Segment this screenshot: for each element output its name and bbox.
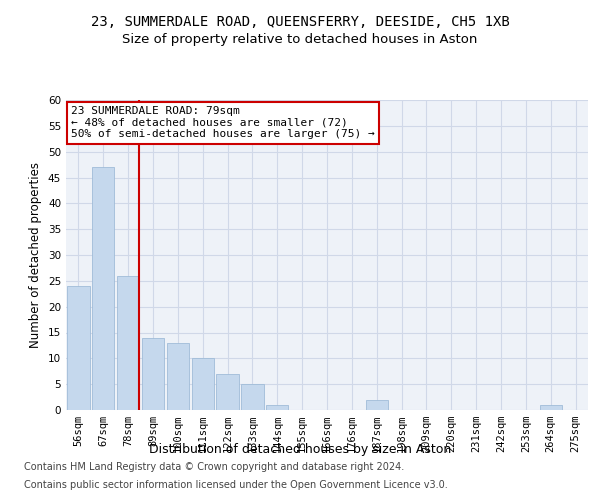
Text: 23 SUMMERDALE ROAD: 79sqm
← 48% of detached houses are smaller (72)
50% of semi-: 23 SUMMERDALE ROAD: 79sqm ← 48% of detac… [71, 106, 375, 140]
Bar [365, 400, 388, 410]
Text: Contains HM Land Registry data © Crown copyright and database right 2024.: Contains HM Land Registry data © Crown c… [24, 462, 404, 472]
Text: Contains public sector information licensed under the Open Government Licence v3: Contains public sector information licen… [24, 480, 448, 490]
Bar [241, 384, 263, 410]
Bar [92, 167, 115, 410]
Bar [67, 286, 89, 410]
Bar [217, 374, 239, 410]
Bar [167, 343, 189, 410]
Text: 23, SUMMERDALE ROAD, QUEENSFERRY, DEESIDE, CH5 1XB: 23, SUMMERDALE ROAD, QUEENSFERRY, DEESID… [91, 15, 509, 29]
Bar [117, 276, 139, 410]
Bar [142, 338, 164, 410]
Text: Size of property relative to detached houses in Aston: Size of property relative to detached ho… [122, 32, 478, 46]
Bar [266, 405, 289, 410]
Text: Distribution of detached houses by size in Aston: Distribution of detached houses by size … [149, 442, 451, 456]
Y-axis label: Number of detached properties: Number of detached properties [29, 162, 43, 348]
Bar [191, 358, 214, 410]
Bar [539, 405, 562, 410]
